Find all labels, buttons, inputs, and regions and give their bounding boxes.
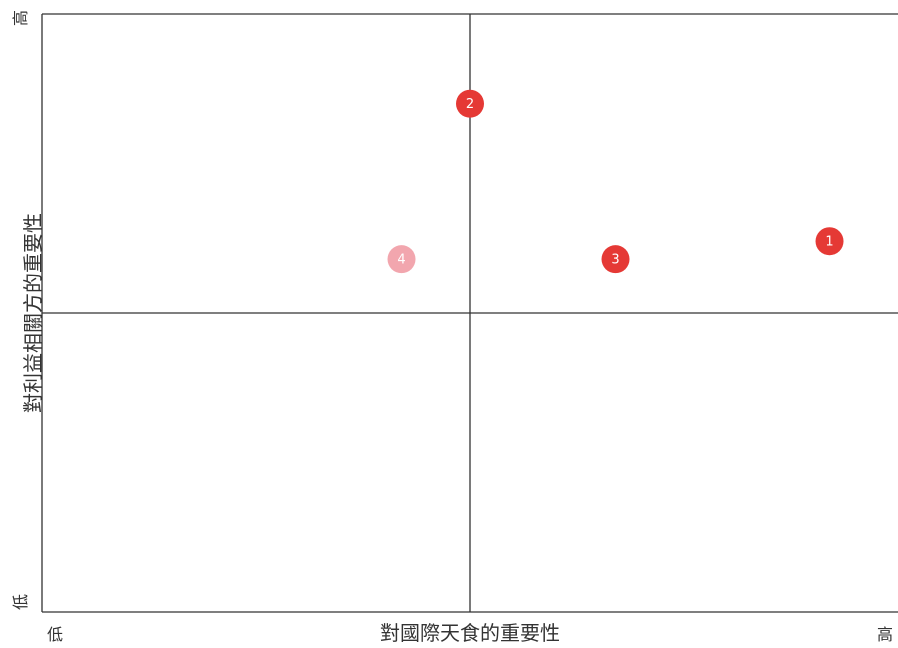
data-point-4: 4 bbox=[387, 245, 416, 274]
data-point-label-4: 4 bbox=[397, 253, 405, 268]
data-points-layer: 1 2 3 4 bbox=[387, 89, 844, 274]
x-tick-low: 低 bbox=[47, 625, 63, 644]
y-axis-title: 對利益相關方的重要性 bbox=[21, 213, 45, 413]
data-point-label-3: 3 bbox=[611, 253, 619, 268]
data-point-marker-2 bbox=[456, 89, 484, 118]
data-point-label-1: 1 bbox=[825, 235, 833, 250]
data-point-marker-1 bbox=[815, 227, 844, 256]
x-tick-high: 高 bbox=[877, 625, 893, 644]
data-point-marker-4 bbox=[387, 245, 416, 274]
data-point-marker-3 bbox=[601, 245, 630, 274]
y-tick-high: 高 bbox=[11, 10, 30, 26]
data-point-3: 3 bbox=[601, 245, 630, 274]
x-axis-title: 對國際天食的重要性 bbox=[380, 621, 560, 645]
data-point-1: 1 bbox=[815, 227, 844, 256]
y-tick-low: 低 bbox=[11, 594, 30, 610]
data-point-label-2: 2 bbox=[466, 97, 474, 112]
data-point-2: 2 bbox=[456, 89, 484, 118]
